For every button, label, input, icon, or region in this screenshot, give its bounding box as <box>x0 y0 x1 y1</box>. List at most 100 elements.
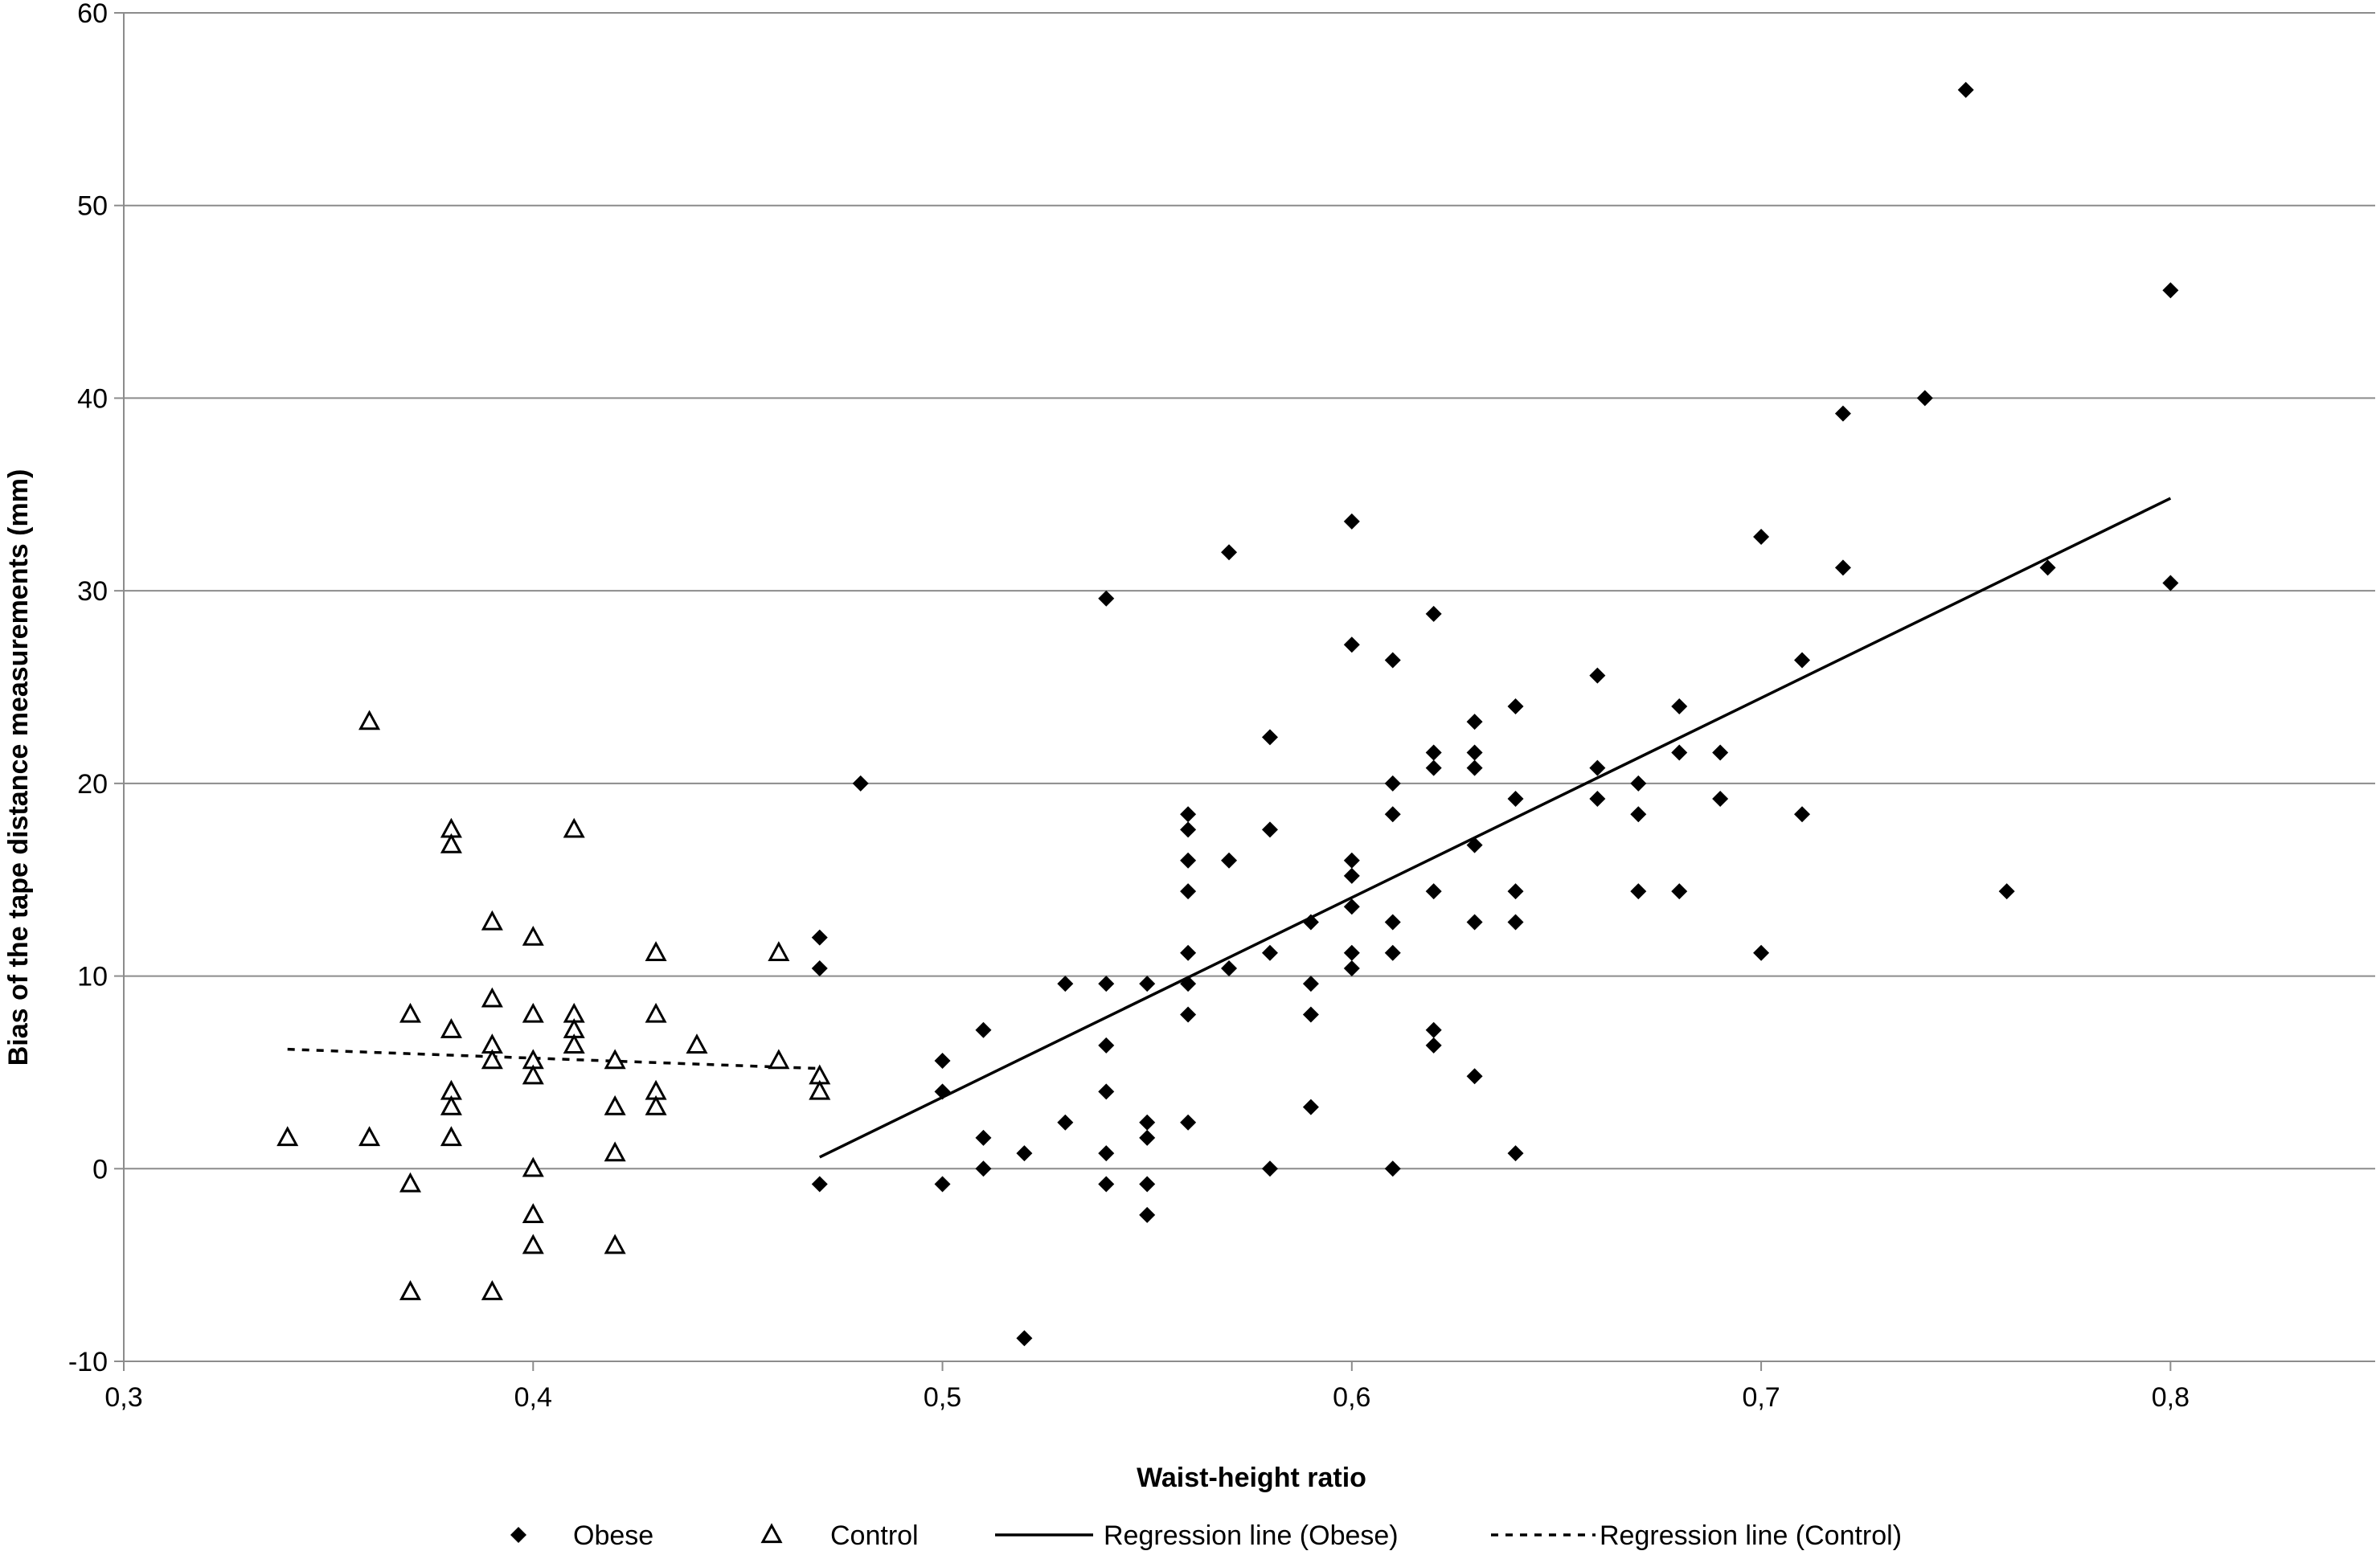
axes <box>114 12 2375 1371</box>
control-point <box>645 1095 667 1115</box>
obese-point <box>1302 976 1319 992</box>
obese-point <box>1466 1068 1483 1085</box>
obese-point <box>1507 1145 1524 1162</box>
obese-point <box>934 1053 951 1070</box>
obese-point <box>1180 976 1197 992</box>
obese-point <box>1466 714 1483 730</box>
obese-point <box>1671 698 1688 714</box>
y-tick-label: 60 <box>77 0 108 29</box>
obese-point <box>1343 867 1360 884</box>
obese-point <box>2162 282 2179 299</box>
y-tick-label: -10 <box>68 1347 108 1377</box>
obese-point <box>1425 1037 1442 1054</box>
control-point <box>604 1234 626 1254</box>
y-tick-label: 0 <box>92 1154 108 1185</box>
obese-point <box>1261 821 1278 838</box>
obese-point <box>1016 1330 1033 1347</box>
control-point <box>399 1280 422 1300</box>
obese-point <box>1139 976 1156 992</box>
obese-point <box>1180 806 1197 823</box>
control-point <box>481 987 503 1008</box>
obese-point <box>1425 759 1442 776</box>
control-point <box>522 1234 544 1254</box>
obese-point <box>1384 775 1401 792</box>
obese-point <box>1221 960 1238 976</box>
tick-labels: -10 0 10 20 30 40 50 60 0,3 0,4 0,5 0,6 0,7 0,8 <box>68 0 2190 1413</box>
control-point <box>522 1203 544 1223</box>
obese-point <box>1753 944 1770 961</box>
obese-point <box>1507 698 1524 714</box>
control-point <box>399 1002 422 1023</box>
y-tick-label: 10 <box>77 962 108 992</box>
obese-point <box>1425 883 1442 900</box>
x-tick-label: 0,6 <box>1333 1382 1370 1413</box>
control-point <box>522 925 544 946</box>
obese-point <box>811 960 828 976</box>
legend-label: Regression line (Control) <box>1600 1520 1902 1551</box>
legend-control-marker <box>760 1523 783 1544</box>
y-tick-label: 40 <box>77 383 108 414</box>
obese-point <box>1794 652 1811 669</box>
obese-point <box>1834 405 1851 422</box>
obese-point <box>1957 81 1974 98</box>
obese-point <box>1712 744 1729 761</box>
obese-point <box>1302 1006 1319 1023</box>
x-tick-label: 0,8 <box>2152 1382 2190 1413</box>
obese-point <box>1384 914 1401 931</box>
x-tick-label: 0,3 <box>104 1382 142 1413</box>
obese-point <box>1466 759 1483 776</box>
obese-point <box>811 1176 828 1193</box>
obese-point <box>975 1160 992 1177</box>
control-point <box>686 1033 708 1054</box>
y-tick-label: 20 <box>77 769 108 800</box>
control-point <box>358 1126 381 1147</box>
control-point <box>563 1033 585 1054</box>
obese-point <box>1466 914 1483 931</box>
obese-point <box>1425 605 1442 622</box>
obese-point <box>1098 976 1115 992</box>
control-point <box>768 1049 790 1070</box>
obese-point <box>1466 744 1483 761</box>
legend: Obese Control Regression line (Obese) Regre… <box>510 1520 1902 1551</box>
control-point <box>481 910 503 931</box>
control-point <box>604 1141 626 1162</box>
obese-point <box>1343 960 1360 976</box>
control-point <box>604 1095 626 1115</box>
control-point <box>604 1049 626 1070</box>
obese-point <box>1630 806 1647 823</box>
obese-point <box>2162 575 2179 591</box>
data-markers <box>277 81 2179 1347</box>
x-axis-title: Waist-height ratio <box>1137 1463 1366 1493</box>
obese-point <box>1180 1006 1197 1023</box>
obese-point <box>1343 852 1360 869</box>
regression-line-3 <box>287 1047 820 1070</box>
obese-point <box>1261 1160 1278 1177</box>
obese-point <box>1180 1114 1197 1131</box>
control-point <box>440 833 462 853</box>
obese-point <box>1998 883 2015 900</box>
obese-point <box>1794 806 1811 823</box>
obese-point <box>1180 821 1197 838</box>
obese-point <box>1589 791 1606 808</box>
obese-point <box>1180 883 1197 900</box>
y-axis-title: Bias of the tape distance measurements (… <box>3 469 34 1066</box>
obese-point <box>975 1129 992 1146</box>
control-point <box>563 817 585 838</box>
obese-point <box>1180 852 1197 869</box>
obese-point <box>1343 636 1360 653</box>
obese-point <box>1507 791 1524 808</box>
obese-point <box>1753 529 1770 546</box>
obese-point <box>1139 1176 1156 1193</box>
obese-point <box>1671 744 1688 761</box>
obese-point <box>1589 667 1606 684</box>
regression-lines <box>287 497 2172 1159</box>
legend-label: Regression line (Obese) <box>1104 1520 1399 1551</box>
obese-point <box>934 1176 951 1193</box>
grid-lines <box>124 12 2375 1362</box>
legend-label: Control <box>830 1520 919 1551</box>
obese-point <box>1302 1099 1319 1115</box>
obese-point <box>1384 652 1401 669</box>
obese-point <box>811 929 828 946</box>
obese-point <box>1425 1021 1442 1038</box>
obese-point <box>1589 759 1606 776</box>
